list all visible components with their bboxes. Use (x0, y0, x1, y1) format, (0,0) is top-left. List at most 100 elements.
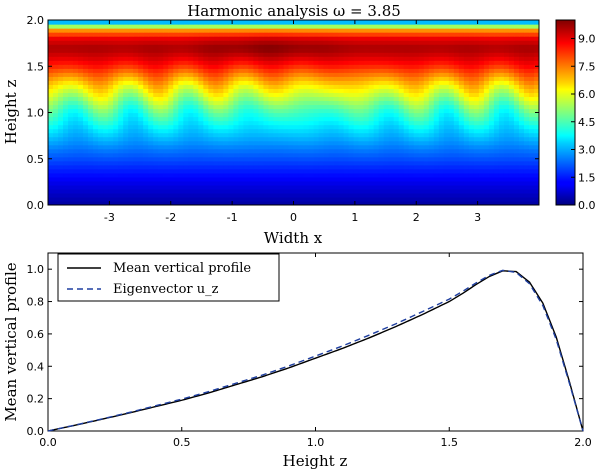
heatmap-cell (403, 24, 410, 29)
heatmap-cell (518, 196, 525, 202)
heatmap-cell (458, 64, 465, 69)
heatmap-cell (393, 112, 400, 118)
heatmap-cell (343, 140, 350, 146)
heatmap-cell (263, 36, 270, 41)
heatmap-cell (223, 128, 229, 134)
heatmap-cell (343, 68, 350, 73)
heatmap-cell (268, 132, 275, 138)
heatmap-cell (208, 52, 214, 57)
heatmap-cell (323, 136, 330, 142)
heatmap-cell (333, 112, 340, 118)
heatmap-cell (223, 20, 229, 25)
heatmap-cell (263, 148, 270, 154)
heatmap-cell (503, 20, 510, 25)
heatmap-cell (53, 128, 59, 134)
heatmap-cell (423, 64, 430, 69)
heatmap-cell (418, 24, 425, 29)
heatmap-cell (318, 72, 325, 77)
heatmap-cell (493, 80, 500, 85)
heatmap-cell (288, 48, 295, 53)
heatmap-cell (468, 168, 475, 174)
heatmap-cell (323, 120, 330, 126)
heatmap-cell (453, 188, 460, 194)
heatmap-cell (283, 132, 290, 138)
heatmap-cell (278, 100, 285, 106)
heatmap-cell (333, 164, 340, 170)
heatmap-cell (503, 80, 510, 85)
heatmap-cell (268, 144, 275, 150)
heatmap-cell (458, 44, 465, 49)
heatmap-cell (348, 116, 355, 122)
heatmap-cell (343, 44, 350, 49)
heatmap-cell (188, 52, 194, 57)
heatmap-cell (98, 164, 104, 170)
heatmap-cell (453, 48, 460, 53)
legend-label-mean: Mean vertical profile (113, 261, 251, 276)
heatmap-cell (333, 56, 340, 61)
heatmap-cell (298, 128, 305, 134)
heatmap-cell (188, 32, 194, 37)
heatmap-cell (438, 36, 445, 41)
heatmap-cell (223, 32, 229, 37)
heatmap-cell (223, 100, 229, 106)
heatmap-cell (528, 84, 535, 89)
heatmap-cell (428, 184, 435, 190)
heatmap-cell (73, 120, 79, 126)
heatmap-cell (68, 92, 74, 98)
heatmap-cell (283, 20, 290, 25)
heatmap-cell (343, 144, 350, 150)
heatmap-cell (83, 200, 89, 205)
heatmap-cell (93, 64, 99, 69)
heatmap-cell (263, 112, 270, 118)
heatmap-cell (478, 52, 485, 57)
heatmap-cell (238, 196, 244, 202)
heatmap-cell (128, 140, 134, 146)
heatmap-cell (438, 148, 445, 154)
line-x-tick-label: 2.0 (574, 436, 592, 449)
heatmap-cell (293, 80, 300, 85)
heatmap-cell (78, 64, 84, 69)
heatmap-cell (193, 144, 199, 150)
heatmap-cell (268, 192, 275, 198)
heatmap-cell (88, 80, 94, 85)
heatmap-cell (473, 76, 480, 81)
heatmap-cell (478, 164, 485, 170)
heatmap-cell (238, 176, 244, 182)
heatmap-cell (448, 96, 455, 102)
heatmap-cell (58, 156, 64, 162)
heatmap-cell (183, 196, 189, 202)
heatmap-cell (343, 76, 350, 81)
heatmap-cell (378, 64, 385, 69)
heatmap-cell (503, 60, 510, 65)
heatmap-cell (178, 168, 184, 174)
heatmap-cell (283, 60, 290, 65)
heatmap-cell (203, 120, 209, 126)
heatmap-cell (498, 80, 505, 85)
heatmap-cell (318, 92, 325, 98)
heatmap-cell (78, 36, 84, 41)
heatmap-cell (383, 180, 390, 186)
heatmap-cell (473, 104, 480, 110)
heatmap-cell (173, 200, 179, 205)
heatmap-cell (338, 112, 345, 118)
heatmap-cell (453, 180, 460, 186)
heatmap-cell (258, 76, 265, 81)
heatmap-cell (53, 200, 59, 205)
heatmap-cell (143, 24, 149, 29)
heatmap-cell (433, 56, 440, 61)
heatmap-cell (298, 68, 305, 73)
heatmap-cell (53, 176, 59, 182)
heatmap-cell (118, 200, 124, 205)
heatmap-cell (388, 112, 395, 118)
heatmap-cell (103, 36, 109, 41)
heatmap-cell (403, 196, 410, 202)
heatmap-cell (178, 156, 184, 162)
heatmap-cell (328, 120, 335, 126)
heatmap-cell (143, 96, 149, 102)
heatmap-cell (88, 144, 94, 150)
heatmap-cell (298, 184, 305, 190)
heatmap-cell (483, 104, 490, 110)
heatmap-cell (478, 192, 485, 198)
heatmap-cell (513, 164, 520, 170)
heatmap-cell (288, 152, 295, 158)
